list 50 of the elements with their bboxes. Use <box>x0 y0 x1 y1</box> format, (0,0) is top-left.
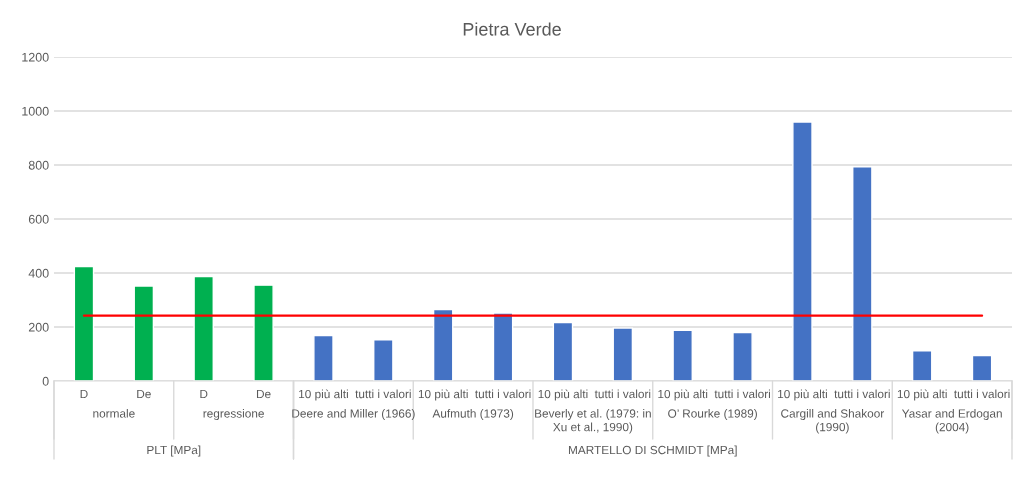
bar <box>732 331 753 381</box>
y-tick-label: 1000 <box>22 106 49 116</box>
x-tick-label: D <box>200 389 208 399</box>
text: PLT [MPa] <box>147 445 201 457</box>
y-tick-label: 600 <box>28 214 49 224</box>
x-tick-label: tutti i valori <box>834 389 890 399</box>
text: Yasar and Erdogan (2004) <box>901 409 1002 434</box>
y-tick-label: 1200 <box>22 52 49 62</box>
x-tick-label: De <box>137 389 151 399</box>
x-tick-label: 10 più alti <box>658 389 708 401</box>
x-tick-label: 10 più alti <box>778 389 827 401</box>
text: normale <box>93 409 135 418</box>
x-tick-label: De <box>256 389 271 399</box>
chart-title: Pietra Verde <box>463 22 561 36</box>
x-tick-label: tutti i valori <box>714 389 770 399</box>
x-tick-label: D <box>80 389 88 399</box>
bar <box>133 285 155 381</box>
text: regressione <box>203 409 264 420</box>
bar <box>373 338 394 381</box>
bar <box>792 121 813 381</box>
text: O’ Rourke (1989) <box>668 409 757 420</box>
bar <box>852 166 873 381</box>
bar <box>492 312 514 381</box>
text: Deere and Miller (1966) <box>292 409 415 420</box>
x-tick-label: 10 più alti <box>418 389 468 401</box>
text: Beverly et al. (1979: in Xu et al., 1990) <box>535 409 651 434</box>
text: Aufmuth (1973) <box>432 409 514 420</box>
y-tick-label: 0 <box>42 376 49 386</box>
bar <box>73 265 95 381</box>
y-tick-label: 200 <box>28 322 49 332</box>
x-tick-label: tutti i valori <box>475 389 531 399</box>
x-tick-label: tutti i valori <box>594 389 651 399</box>
bar <box>911 350 933 381</box>
bar <box>432 308 454 381</box>
text: Cargill and Shakoor (1990) <box>781 409 885 434</box>
bar <box>971 354 993 381</box>
x-tick-label: 10 più alti <box>299 389 348 401</box>
x-tick-label: tutti i valori <box>954 389 1010 399</box>
bar <box>313 334 334 381</box>
x-tick-label: 10 più alti <box>897 389 947 401</box>
x-tick-label: tutti i valori <box>355 389 411 399</box>
bar <box>672 329 693 381</box>
y-tick-label: 400 <box>28 268 49 278</box>
bar <box>253 284 274 381</box>
text: MARTELLO DI SCHMIDT [MPa] <box>568 445 737 457</box>
x-tick-label: 10 più alti <box>538 389 588 401</box>
y-tick-label: 800 <box>28 160 49 170</box>
bar <box>612 327 634 381</box>
bar <box>193 275 214 381</box>
bar <box>552 321 574 381</box>
